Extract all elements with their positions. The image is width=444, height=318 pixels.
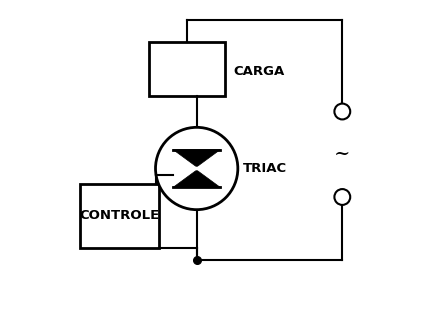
Circle shape [334, 104, 350, 120]
Circle shape [155, 127, 238, 210]
Polygon shape [173, 149, 220, 167]
Polygon shape [173, 170, 220, 188]
Text: CONTROLE: CONTROLE [79, 210, 159, 223]
Bar [79, 184, 159, 248]
Circle shape [334, 189, 350, 205]
Text: CARGA: CARGA [233, 66, 284, 79]
Text: ~: ~ [334, 145, 350, 163]
Text: TRIAC: TRIAC [242, 162, 287, 175]
Bar [149, 42, 225, 96]
